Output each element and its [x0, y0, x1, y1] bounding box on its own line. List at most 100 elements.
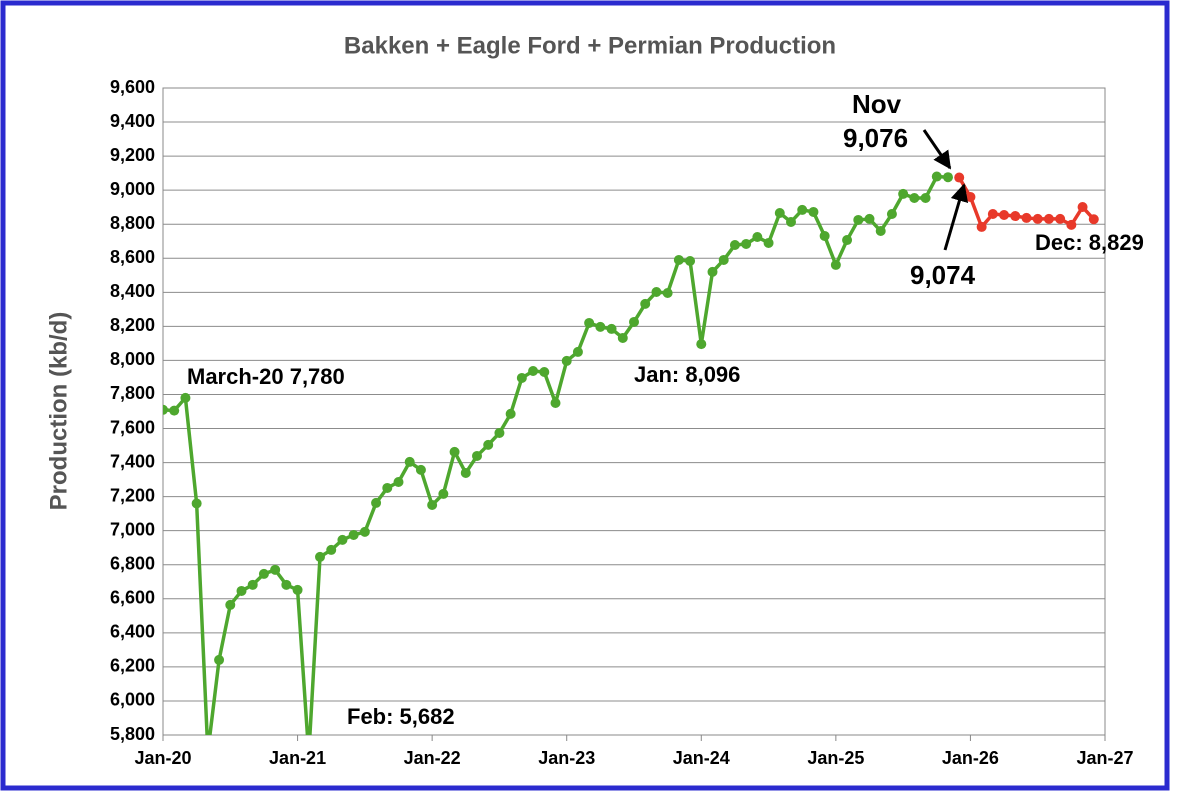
annotation: Feb: 5,682 — [347, 704, 455, 729]
data-point — [786, 216, 796, 227]
data-point — [808, 206, 819, 217]
plot — [163, 171, 1099, 735]
data-point — [987, 208, 998, 219]
y-tick-label: 7,800 — [110, 383, 155, 403]
annotation: March-20 7,780 — [187, 364, 345, 389]
arrow — [943, 183, 969, 251]
data-point — [1021, 212, 1032, 223]
data-point — [864, 213, 875, 224]
y-tick-label: 8,800 — [110, 213, 155, 233]
data-point — [875, 226, 886, 237]
y-tick-label: 9,000 — [110, 179, 155, 199]
data-point — [539, 366, 550, 377]
y-tick-label: 8,600 — [110, 247, 155, 267]
data-point — [1088, 214, 1099, 225]
data-point — [225, 599, 236, 610]
data-point — [472, 450, 482, 461]
data-point — [359, 526, 370, 537]
x-tick-label: Jan-23 — [538, 748, 595, 768]
data-point — [886, 208, 897, 219]
x-tick-label: Jan-24 — [673, 748, 730, 768]
data-point — [1010, 211, 1021, 222]
x-tick-label: Jan-22 — [404, 748, 461, 768]
data-point — [337, 534, 348, 545]
data-point — [898, 188, 909, 199]
y-tick-label: 6,400 — [110, 622, 155, 642]
x-tick-label: Jan-21 — [269, 748, 326, 768]
y-tick-label: 7,600 — [110, 417, 155, 437]
data-point — [651, 286, 662, 297]
data-point — [629, 316, 639, 327]
data-point — [718, 254, 729, 265]
data-point — [382, 482, 393, 493]
annotation: Dec: 8,829 — [1035, 230, 1144, 255]
x-tick-label: Jan-27 — [1076, 748, 1133, 768]
data-point — [931, 171, 942, 182]
data-point — [685, 255, 696, 266]
data-point — [371, 497, 382, 508]
x-tick-label: Jan-26 — [942, 748, 999, 768]
y-tick-label: 7,400 — [110, 451, 155, 471]
data-point — [617, 332, 628, 343]
annotation: Jan: 8,096 — [634, 362, 740, 387]
y-tick-label: 6,200 — [110, 656, 155, 676]
grid: 5,800 6,000 6,200 6,400 6,600 6,800 7,000 7,200… — [110, 77, 1134, 768]
data-point — [460, 467, 471, 478]
data-point — [214, 654, 225, 665]
y-tick-label: 7,000 — [110, 519, 155, 539]
data-point — [1055, 213, 1066, 224]
data-point — [842, 235, 853, 246]
data-point — [853, 214, 864, 225]
data-point — [1077, 202, 1088, 213]
data-point — [1032, 213, 1043, 224]
data-point — [752, 231, 763, 242]
data-point — [191, 498, 202, 509]
data-point — [505, 408, 516, 419]
data-point — [797, 204, 808, 215]
data-point — [550, 397, 561, 408]
data-point — [741, 238, 752, 249]
data-point — [954, 172, 965, 183]
data-point — [976, 221, 987, 232]
data-point — [281, 579, 292, 590]
data-point — [449, 446, 460, 457]
x-tick-label: Jan-20 — [134, 748, 191, 768]
data-point — [270, 564, 281, 575]
data-point — [673, 254, 684, 265]
data-point — [348, 529, 359, 540]
data-point — [572, 346, 583, 357]
data-point — [965, 191, 976, 202]
data-point — [315, 551, 325, 562]
y-tick-label: 6,600 — [110, 588, 155, 608]
y-tick-label: 7,200 — [110, 485, 155, 505]
data-point — [438, 488, 449, 499]
data-point — [292, 584, 303, 595]
data-point — [729, 239, 740, 250]
data-point — [662, 287, 673, 298]
y-tick-label: 9,400 — [110, 111, 155, 131]
y-tick-label: 9,600 — [110, 77, 155, 97]
data-point — [169, 405, 180, 416]
data-point — [415, 464, 426, 475]
data-point — [494, 427, 505, 438]
data-point — [528, 365, 539, 376]
data-point — [180, 392, 191, 403]
chart-title: Bakken + Eagle Ford + Permian Production — [344, 32, 836, 59]
data-point — [999, 210, 1010, 221]
data-point — [606, 323, 617, 334]
data-point — [393, 476, 404, 487]
data-point — [247, 579, 258, 590]
data-point — [516, 372, 527, 383]
data-point — [1043, 213, 1054, 224]
data-point — [707, 266, 718, 277]
data-point — [427, 499, 438, 510]
annotation: 9,074 — [910, 260, 976, 290]
data-point — [696, 339, 707, 350]
frame — [0, 0, 1170, 791]
data-point — [326, 544, 337, 555]
data-point — [819, 230, 830, 241]
data-point — [774, 207, 785, 218]
data-point — [561, 355, 572, 366]
